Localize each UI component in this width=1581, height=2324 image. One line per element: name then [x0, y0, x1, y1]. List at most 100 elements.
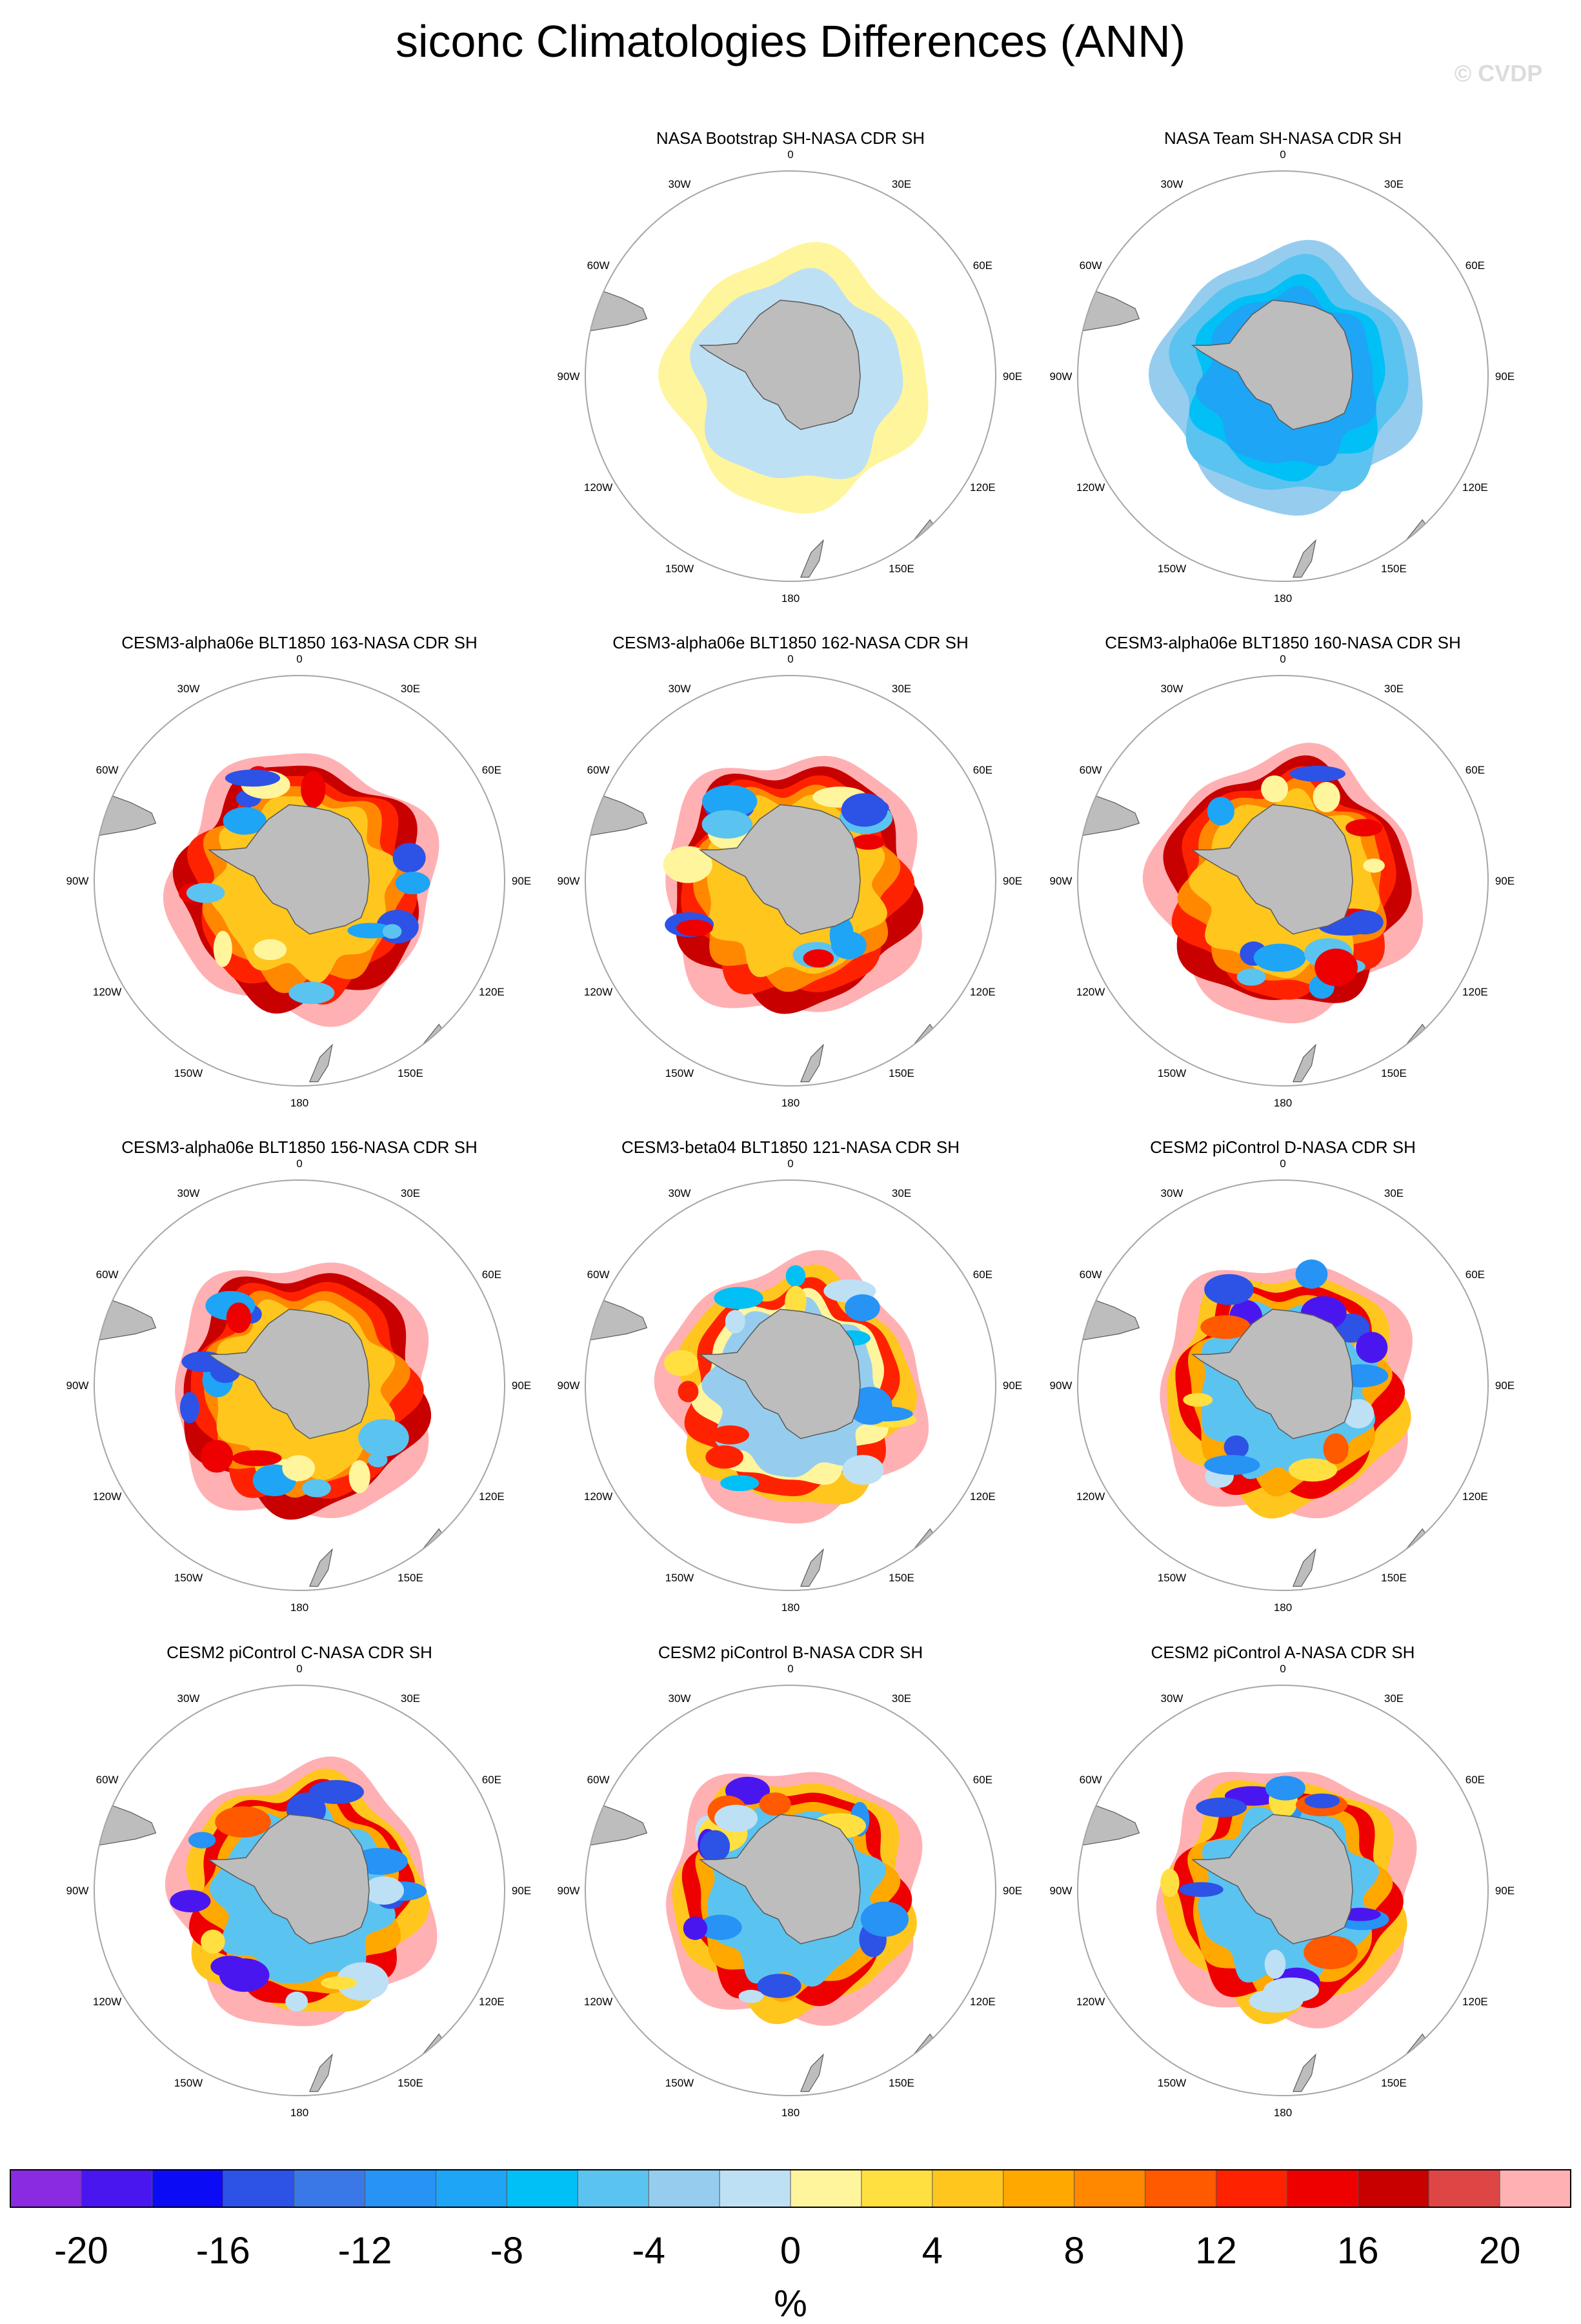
anomaly-patch [841, 793, 888, 827]
colorbar-tick-label: 12 [1195, 2230, 1237, 2272]
longitude-label: 180 [290, 2107, 308, 2119]
longitude-label: 30E [1384, 1692, 1404, 1705]
longitude-label: 0 [1280, 1157, 1285, 1170]
anomaly-patch [1253, 943, 1306, 972]
longitude-label: 90W [66, 1379, 89, 1392]
longitude-label: 0 [787, 1663, 793, 1675]
anomaly-patch [803, 949, 834, 968]
longitude-label: 60W [96, 1774, 119, 1786]
new-zealand-landmass [800, 1548, 824, 1587]
antarctica-landmass [1191, 1814, 1353, 1945]
map-boundary [585, 675, 996, 1087]
anomaly-patch [720, 1475, 760, 1492]
anomaly-patch [1295, 1259, 1328, 1289]
colorbar-swatch [861, 2169, 933, 2208]
longitude-label: 30W [1161, 178, 1183, 190]
anomaly-patch [1363, 858, 1385, 873]
longitude-label: 30W [669, 1692, 691, 1705]
longitude-label: 60E [1465, 1268, 1485, 1281]
longitude-label: 90E [512, 875, 531, 887]
anomaly-patch [301, 770, 326, 808]
anomaly-patch [200, 1439, 234, 1473]
longitude-label: 120E [1462, 986, 1488, 998]
longitude-label: 60W [1080, 259, 1102, 272]
longitude-label: 30E [401, 1187, 420, 1199]
longitude-label: 60E [973, 764, 992, 776]
longitude-label: 120W [584, 986, 612, 998]
antarctica-landmass [698, 804, 861, 935]
anomaly-patch [1196, 1798, 1247, 1818]
map-panel-p6: CESM3-alpha06e BLT1850 156-NASA CDR SH0 3… [66, 1137, 532, 1614]
map-boundary [1077, 1685, 1489, 2096]
watermark: © CVDP [1455, 60, 1543, 86]
longitude-label: 0 [296, 1157, 302, 1170]
anomaly-patch [705, 1445, 743, 1469]
anomaly-patch [1179, 1882, 1224, 1898]
anomaly-patch [1183, 1393, 1213, 1407]
longitude-label: 60E [973, 1268, 992, 1281]
longitude-label: 90E [1003, 1379, 1022, 1392]
longitude-label: 60E [1465, 1774, 1485, 1786]
anomaly-patch [1323, 1433, 1349, 1465]
panel-title: CESM3-alpha06e BLT1850 156-NASA CDR SH [121, 1137, 478, 1157]
longitude-label: 30E [401, 1692, 420, 1705]
longitude-label: 0 [1280, 1663, 1285, 1675]
new-zealand-landmass [1293, 1548, 1316, 1587]
longitude-label: 60E [973, 1774, 992, 1786]
longitude-label: 180 [1274, 2107, 1292, 2119]
anomaly-patch [1264, 1949, 1286, 1979]
panel-title: CESM2 piControl D-NASA CDR SH [1150, 1137, 1416, 1157]
anomaly-patch [368, 1452, 388, 1468]
colorbar-swatch [1003, 2169, 1075, 2208]
longitude-label: 120E [1462, 481, 1488, 494]
anomaly-patch [179, 1392, 199, 1424]
longitude-label: 0 [787, 1157, 793, 1170]
anomaly-patch [1289, 765, 1346, 782]
longitude-label: 0 [787, 653, 793, 665]
longitude-label: 150E [889, 1572, 914, 1584]
anomaly-patch [302, 1479, 331, 1498]
new-zealand-landmass [800, 1043, 824, 1083]
map-panel-p9: CESM2 piControl C-NASA CDR SH0 30E 60E 90E 1… [66, 1643, 532, 2119]
longitude-label: 30E [892, 1187, 911, 1199]
new-zealand-landmass [309, 1548, 333, 1587]
anomaly-patch [223, 807, 267, 835]
panel-title: CESM2 piControl C-NASA CDR SH [166, 1643, 432, 1662]
longitude-label: 90E [1495, 370, 1515, 383]
colorbar-swatch [1216, 2169, 1288, 2208]
longitude-label: 150E [889, 1067, 914, 1079]
longitude-label: 150E [398, 2077, 423, 2089]
anomaly-patch [282, 1455, 316, 1481]
colorbar-tick-label: 0 [780, 2230, 801, 2272]
anomaly-patch [1345, 910, 1384, 935]
anomaly-patch [1261, 775, 1289, 803]
longitude-label: 120W [93, 1996, 121, 2008]
longitude-label: 30W [1161, 683, 1183, 695]
longitude-label: 0 [1280, 148, 1285, 161]
longitude-label: 30E [401, 683, 420, 695]
longitude-label: 30W [669, 178, 691, 190]
colorbar-swatch [790, 2169, 862, 2208]
anomaly-patch [347, 923, 394, 939]
longitude-label: 120E [970, 1490, 996, 1503]
longitude-label: 120E [970, 1996, 996, 2008]
colorbar-swatch [10, 2169, 82, 2208]
anomaly-patch [831, 931, 867, 959]
longitude-label: 180 [1274, 592, 1292, 605]
colorbar-swatch [648, 2169, 721, 2208]
anomaly-patch [683, 1916, 708, 1940]
colorbar-swatch [436, 2169, 508, 2208]
panel-title: CESM3-alpha06e BLT1850 160-NASA CDR SH [1105, 633, 1461, 652]
anomaly-patch [710, 1425, 749, 1445]
longitude-label: 90E [1495, 875, 1515, 887]
longitude-label: 60W [1080, 1268, 1102, 1281]
anomaly-patch [860, 1901, 909, 1937]
longitude-label: 120W [584, 1996, 612, 2008]
anomaly-patch [785, 1265, 806, 1287]
anomaly-patch [288, 981, 335, 1005]
anomaly-patch [1304, 1936, 1358, 1970]
colorbar-swatch [223, 2169, 295, 2208]
colorbar-swatch [506, 2169, 579, 2208]
longitude-label: 90W [558, 875, 580, 887]
map-boundary [1077, 1179, 1489, 1591]
